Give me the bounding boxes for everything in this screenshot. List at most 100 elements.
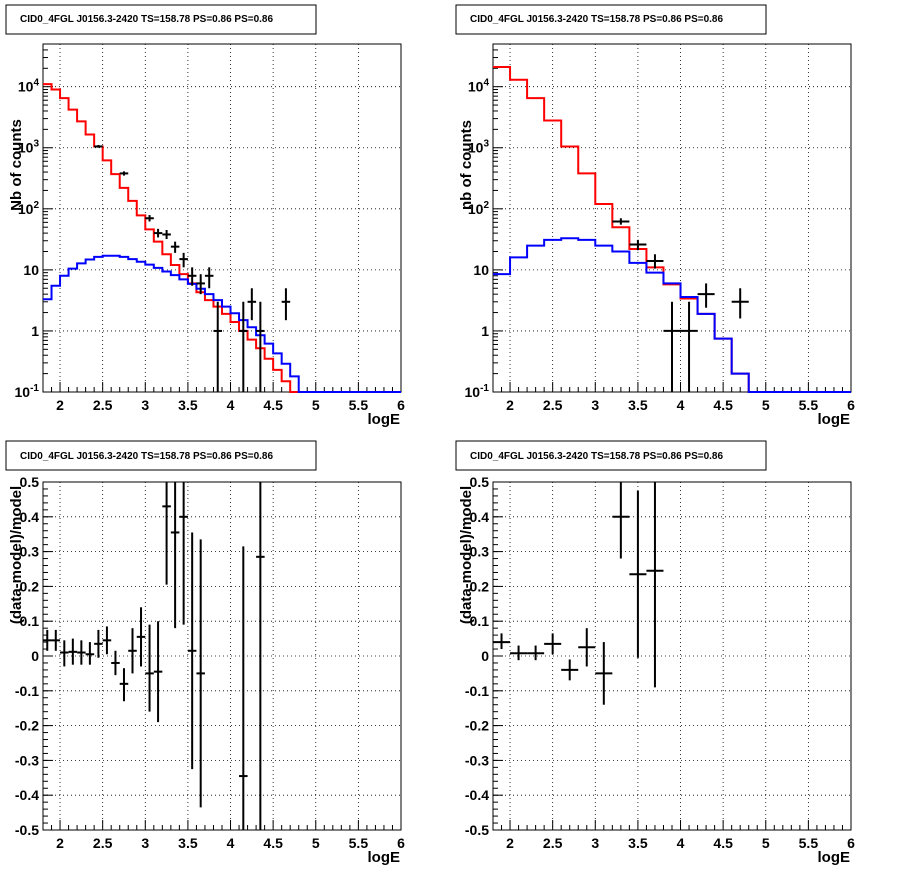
data-point [43, 629, 52, 651]
data-point [94, 144, 103, 148]
y-tick-label: 0.2 [20, 578, 40, 594]
data-point [111, 650, 120, 676]
data-point [187, 267, 197, 286]
x-axis-label: logE [368, 411, 401, 428]
y-tick-label: -0.3 [15, 752, 39, 768]
data-point [697, 283, 715, 308]
title-box [5, 4, 317, 35]
y-tick-label: 10-1 [465, 383, 490, 400]
data-point [60, 640, 69, 667]
panel-counts-coarse-bins: 2 2.5 3 3.5 4 4.5 5 5.5 6 10-1 1 10 102 103 104 CID0_4F… [455, 4, 855, 428]
data-point [187, 532, 197, 770]
x-tick-label: 4 [227, 397, 235, 413]
data-point [247, 288, 257, 321]
y-axis-label: (data-model)/model [8, 486, 25, 624]
data-point [68, 638, 78, 665]
data-point [85, 642, 95, 665]
data-point [153, 621, 163, 723]
y-tick-label: 0.3 [470, 544, 490, 560]
plot-area: 2 2.5 3 3.5 4 4.5 5 5.5 6 -0.5 -0.4 -0.3 -0.2 -0.1 0 0.… [465, 474, 855, 851]
y-tick-label: 0 [31, 648, 39, 664]
data-point [646, 254, 664, 269]
panel-title: CID0_4FGL J0156.3-2420 TS=158.78 PS=0.86… [470, 451, 723, 462]
y-tick-label: 0.2 [470, 578, 490, 594]
x-axis-label: logE [818, 849, 851, 866]
data-point [612, 218, 630, 225]
data-point [213, 301, 222, 392]
plot-frame [42, 43, 402, 393]
panel-title: CID0_4FGL J0156.3-2420 TS=158.78 PS=0.86… [20, 451, 273, 462]
x-tick-label: 3.5 [178, 397, 198, 413]
data-point [239, 546, 248, 830]
data-point [527, 645, 545, 661]
data-point [128, 628, 137, 674]
data-point [136, 607, 146, 667]
x-tick-label: 2.5 [543, 835, 563, 851]
x-tick-label: 4.5 [263, 835, 283, 851]
x-tick-label: 3 [591, 835, 599, 851]
x-tick-label: 4 [227, 835, 235, 851]
data-point [612, 482, 630, 559]
y-tick-label: 10-1 [15, 383, 40, 400]
x-tick-label: 2 [506, 835, 514, 851]
y-axis-label: Nb of counts [8, 119, 25, 211]
data-point [162, 229, 171, 240]
data-point [578, 628, 596, 667]
y-tick-label: -0.2 [15, 718, 39, 734]
data-point [170, 482, 180, 629]
y-tick-label: 0.5 [20, 474, 40, 490]
title-box [455, 4, 767, 35]
data-point [595, 642, 613, 705]
data-point [256, 301, 265, 392]
histogram-line [43, 254, 401, 393]
data-point [493, 633, 511, 650]
y-tick-label: 104 [468, 78, 490, 95]
x-tick-label: 5.5 [349, 835, 369, 851]
x-axis-label: logE [368, 849, 401, 866]
x-tick-label: 4 [677, 397, 685, 413]
y-tick-label: 0.4 [20, 509, 40, 525]
y-tick-label: 0.3 [20, 544, 40, 560]
x-tick-label: 6 [847, 835, 855, 851]
x-tick-label: 2 [56, 835, 64, 851]
data-point [544, 633, 562, 655]
data-point [196, 274, 205, 295]
x-tick-label: 3 [591, 397, 599, 413]
data-point [281, 288, 291, 321]
plot-area: 2 2.5 3 3.5 4 4.5 5 5.5 6 10-1 1 10 102 103 104 [465, 43, 855, 413]
x-tick-label: 6 [847, 397, 855, 413]
x-tick-label: 2.5 [543, 397, 563, 413]
y-tick-label: 0.1 [470, 613, 490, 629]
data-point [561, 659, 579, 681]
x-tick-label: 6 [397, 397, 405, 413]
y-tick-label: -0.2 [465, 718, 489, 734]
data-point [663, 301, 681, 392]
x-tick-label: 5 [762, 397, 770, 413]
data-point [51, 629, 61, 651]
x-tick-label: 2.5 [93, 397, 113, 413]
panel-counts-fine-bins: 2 2.5 3 3.5 4 4.5 5 5.5 6 10-1 1 10 102 103 104 CID0_4F… [5, 4, 405, 428]
panel-title: CID0_4FGL J0156.3-2420 TS=158.78 PS=0.86… [470, 14, 723, 25]
data-point [629, 490, 647, 658]
data-point [77, 640, 86, 665]
histogram-line [43, 83, 401, 393]
y-tick-label: 0.4 [470, 509, 490, 525]
x-tick-label: 5 [762, 835, 770, 851]
x-axis-label: logE [818, 411, 851, 428]
data-point [204, 267, 214, 289]
x-tick-label: 2 [506, 397, 514, 413]
data-point [162, 482, 171, 585]
y-tick-label: -0.5 [15, 822, 39, 838]
plot-area: 2 2.5 3 3.5 4 4.5 5 5.5 6 10-1 1 10 102 103 104 [15, 43, 405, 413]
y-tick-label: 102 [468, 200, 490, 217]
panel-residuals-coarse-bins: 2 2.5 3 3.5 4 4.5 5 5.5 6 -0.5 -0.4 -0.3 -0.2 -0.1 0 0.… [455, 440, 855, 866]
y-tick-label: 10 [23, 262, 39, 278]
data-point [629, 239, 647, 251]
y-tick-label: 1 [481, 323, 489, 339]
y-tick-label: 0 [481, 648, 489, 664]
x-tick-label: 3.5 [628, 397, 648, 413]
histogram-line [493, 237, 851, 393]
x-tick-label: 5 [312, 397, 320, 413]
y-tick-label: -0.1 [465, 683, 489, 699]
